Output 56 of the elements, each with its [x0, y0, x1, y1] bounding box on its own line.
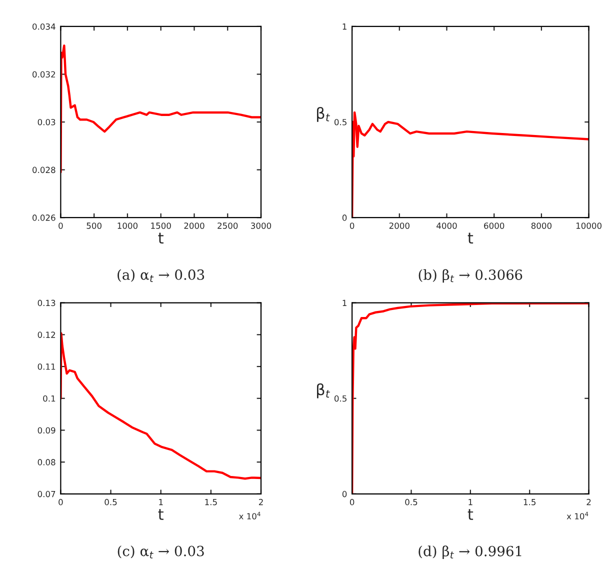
y-tick-label: 0.09	[38, 427, 56, 434]
y-axis-title: β$_{t}$	[317, 383, 330, 398]
text: (a) α$_{t}$ → 0.03	[118, 269, 204, 282]
y-tick-label: 0.11	[38, 364, 56, 370]
x-tick-label: 4000	[436, 222, 457, 229]
text: (d) β$_{t}$ → 0.9961	[418, 546, 522, 560]
x-tick-label: 0	[58, 498, 63, 506]
x-tick-label: 2	[258, 498, 263, 506]
x-tick-label: 10000	[576, 222, 602, 229]
x-tick-label: 2000	[389, 222, 410, 229]
x-tick-label: 2000	[184, 222, 204, 229]
x-tick-label: 1000	[118, 222, 138, 229]
x-axis-title: t	[468, 509, 474, 520]
text: (c) α$_{t}$ → 0.03	[118, 546, 204, 558]
x-tick-label: 0	[350, 498, 354, 506]
y-tick-label: 0	[342, 214, 347, 221]
x-tick-label: 0.5	[405, 498, 418, 506]
x-axis-title: t	[468, 232, 474, 244]
y-tick-label: 0.1	[43, 395, 56, 402]
x-tick-label: 1.5	[205, 499, 217, 506]
text: x 10$^{4}$	[239, 512, 260, 520]
x-tick-label: 6000	[484, 222, 504, 229]
y-tick-label: 0.028	[32, 166, 56, 174]
x-tick-label: 2500	[218, 222, 238, 229]
text: (b) β$_{t}$ → 0.3066	[418, 269, 522, 283]
line-series	[60, 44, 262, 174]
x-axis-title: t	[158, 232, 164, 244]
y-tick-label: 0.026	[32, 214, 56, 221]
x-tick-label: 500	[86, 222, 102, 229]
text: x 10$^{4}$	[566, 512, 588, 520]
y-tick-label: 0.5	[334, 395, 346, 402]
y-tick-label: 1	[342, 24, 346, 30]
y-tick-label: 0	[342, 490, 347, 498]
line-series	[60, 332, 262, 480]
x-tick-label: 0	[350, 222, 354, 229]
x-tick-label: 3000	[251, 222, 272, 229]
y-tick-label: 0.032	[32, 71, 56, 78]
y-axis-title: β$_{t}$	[317, 107, 330, 122]
x-tick-label: 1500	[151, 222, 171, 229]
x-tick-label: 0.5	[104, 498, 117, 506]
y-tick-label: 0.5	[334, 118, 346, 126]
y-tick-label: 0.13	[38, 300, 56, 306]
y-tick-label: 0.03	[38, 118, 56, 126]
x-tick-label: 1	[468, 499, 472, 506]
y-tick-label: 1	[342, 300, 346, 306]
y-tick-label: 0.08	[38, 459, 56, 466]
x-axis-title: t	[158, 509, 164, 520]
y-tick-label: 0.07	[38, 490, 56, 498]
y-tick-label: 0.034	[32, 23, 56, 30]
x-tick-label: 1.5	[524, 499, 536, 506]
x-tick-label: 2	[586, 498, 591, 506]
x-tick-label: 1	[159, 499, 163, 506]
y-tick-label: 0.12	[38, 332, 56, 338]
line-series	[352, 302, 589, 494]
x-tick-label: 0	[58, 222, 63, 229]
x-tick-label: 8000	[531, 222, 552, 229]
